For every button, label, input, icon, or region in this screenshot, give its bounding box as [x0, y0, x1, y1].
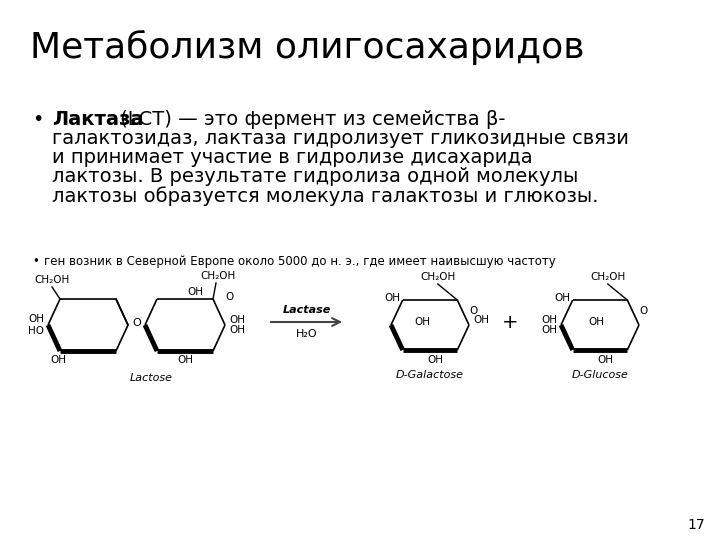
Text: O: O	[132, 318, 141, 328]
Text: OH: OH	[473, 315, 489, 325]
Text: O: O	[639, 306, 647, 315]
Text: +: +	[502, 313, 518, 332]
Text: D-Glucose: D-Glucose	[572, 370, 629, 380]
Text: лактозы. В результате гидролиза одной молекулы: лактозы. В результате гидролиза одной мо…	[52, 167, 578, 186]
Text: O: O	[225, 292, 233, 302]
Text: OH: OH	[50, 355, 66, 365]
Text: (LCT) — это фермент из семейства β-: (LCT) — это фермент из семейства β-	[114, 110, 505, 129]
Text: CH₂OH: CH₂OH	[420, 272, 456, 282]
Text: галактозидаз, лактаза гидролизует гликозидные связи: галактозидаз, лактаза гидролизует гликоз…	[52, 129, 629, 148]
Text: HO: HO	[28, 326, 44, 336]
Text: OH: OH	[554, 293, 571, 303]
Text: 17: 17	[688, 518, 705, 532]
Text: OH: OH	[28, 314, 44, 324]
Text: OH: OH	[414, 317, 430, 327]
Text: OH: OH	[384, 293, 401, 303]
Text: лактозы образуется молекула галактозы и глюкозы.: лактозы образуется молекула галактозы и …	[52, 186, 598, 206]
Text: OH: OH	[427, 355, 443, 365]
Text: •: •	[32, 110, 43, 129]
Text: O: O	[469, 306, 477, 315]
Text: OH: OH	[588, 317, 604, 327]
Text: CH₂OH: CH₂OH	[590, 272, 626, 282]
Text: •: •	[32, 255, 39, 268]
Text: Lactase: Lactase	[282, 305, 330, 315]
Text: Метаболизм олигосахаридов: Метаболизм олигосахаридов	[30, 30, 585, 65]
Text: OH: OH	[229, 315, 245, 325]
Text: D-Galactose: D-Galactose	[396, 370, 464, 380]
Text: OH: OH	[187, 287, 203, 297]
Text: OH: OH	[541, 325, 557, 335]
Text: ген возник в Северной Европе около 5000 до н. э., где имеет наивысшую частоту: ген возник в Северной Европе около 5000 …	[44, 255, 556, 268]
Text: Лактаза: Лактаза	[52, 110, 143, 129]
Text: H₂O: H₂O	[296, 329, 318, 339]
Text: OH: OH	[541, 315, 557, 325]
Text: OH: OH	[597, 355, 613, 365]
Text: Lactose: Lactose	[130, 373, 173, 383]
Text: OH: OH	[177, 355, 193, 365]
Text: CH₂OH: CH₂OH	[35, 275, 70, 285]
Text: и принимает участие в гидролизе дисахарида: и принимает участие в гидролизе дисахари…	[52, 148, 533, 167]
Text: CH₂OH: CH₂OH	[200, 271, 235, 281]
Text: OH: OH	[229, 325, 245, 335]
